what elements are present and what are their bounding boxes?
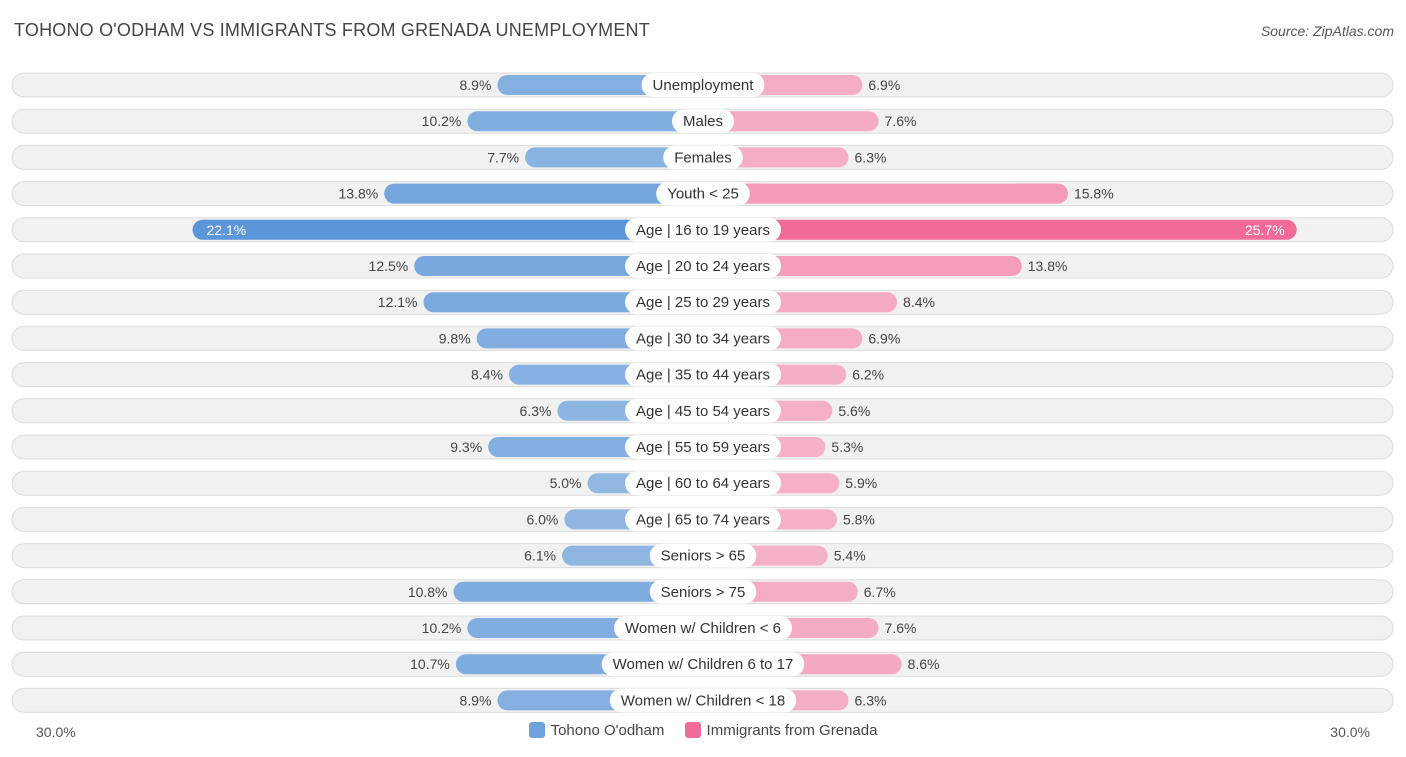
- value-label-right: 6.9%: [868, 77, 900, 93]
- category-label: Women w/ Children 6 to 17: [613, 656, 794, 673]
- category-label-background: [649, 579, 757, 604]
- legend-swatch-right: [684, 722, 701, 738]
- category-label: Age | 60 to 64 years: [636, 475, 770, 492]
- legend-label-left: Tohono O'odham: [550, 722, 665, 739]
- source-note: Source: ZipAtlas.com: [1260, 23, 1394, 39]
- value-label-left: 5.0%: [550, 475, 582, 491]
- value-label-left: 6.1%: [524, 548, 556, 564]
- category-label-background: [625, 507, 781, 532]
- category-label: Age | 25 to 29 years: [636, 294, 770, 311]
- value-label-left: 12.5%: [369, 258, 409, 274]
- legend-label-right: Immigrants from Grenada: [706, 722, 878, 739]
- category-label: Age | 45 to 54 years: [636, 403, 770, 420]
- category-label-background: [656, 181, 750, 206]
- bar-tohono-oodham: [384, 183, 703, 204]
- category-label-background: [625, 435, 781, 459]
- category-label-background: [625, 217, 781, 242]
- category-label-background: [625, 254, 781, 278]
- bar-tohono-oodham: [453, 581, 703, 602]
- category-label-background: [649, 543, 757, 568]
- value-label-left: 10.2%: [422, 620, 462, 636]
- value-label-right: 7.6%: [885, 113, 917, 129]
- value-label-right: 7.6%: [885, 620, 917, 636]
- category-label: Age | 35 to 44 years: [636, 367, 770, 384]
- value-label-right: 6.3%: [855, 692, 887, 708]
- value-label-left: 7.7%: [487, 149, 519, 165]
- value-label-right: 6.7%: [864, 584, 896, 600]
- value-label-right: 8.4%: [903, 294, 935, 310]
- value-label-right: 5.6%: [838, 403, 870, 419]
- axis-label-right: 30.0%: [1330, 724, 1370, 740]
- legend-swatch-left: [528, 722, 545, 738]
- value-label-left: 6.3%: [520, 403, 552, 419]
- value-label-left: 8.9%: [459, 692, 491, 708]
- chart-title: TOHONO O'ODHAM VS IMMIGRANTS FROM GRENAD…: [14, 20, 650, 40]
- value-label-left: 6.0%: [526, 511, 558, 527]
- value-label-left: 8.4%: [471, 367, 503, 383]
- category-label: Age | 65 to 74 years: [636, 511, 770, 528]
- category-label: Age | 16 to 19 years: [636, 222, 770, 239]
- bar-tohono-oodham: [467, 111, 703, 132]
- category-label-background: [625, 471, 781, 496]
- value-label-right: 6.9%: [868, 330, 900, 346]
- bar-immigrants-grenada: [703, 183, 1068, 204]
- category-label-background: [601, 652, 805, 677]
- value-label-left: 9.3%: [450, 439, 482, 455]
- value-label-right: 15.8%: [1074, 186, 1114, 202]
- category-label-background: [671, 109, 735, 134]
- category-label-background: [641, 73, 765, 97]
- category-label: Women w/ Children < 18: [621, 692, 785, 709]
- value-label-left: 10.8%: [408, 584, 448, 600]
- value-label-right: 6.2%: [852, 367, 884, 383]
- category-label: Youth < 25: [667, 186, 739, 203]
- value-label-right: 25.7%: [1245, 222, 1285, 238]
- category-label: Age | 20 to 24 years: [636, 258, 770, 275]
- value-label-left: 9.8%: [439, 330, 471, 346]
- category-label-background: [625, 362, 781, 387]
- value-label-right: 13.8%: [1028, 258, 1068, 274]
- legend-item-right: Immigrants from Grenada: [684, 722, 878, 739]
- category-label: Age | 30 to 34 years: [636, 330, 770, 347]
- category-label-background: [609, 688, 797, 713]
- category-label-background: [625, 290, 781, 315]
- axis-label-left: 30.0%: [36, 724, 76, 740]
- category-label: Age | 55 to 59 years: [636, 439, 770, 456]
- category-label-background: [625, 398, 781, 423]
- category-label-background: [613, 616, 793, 640]
- value-label-left: 10.7%: [410, 656, 450, 672]
- bar-immigrants-grenada: [703, 256, 1022, 276]
- category-label: Seniors > 75: [661, 584, 746, 601]
- legend: Tohono O'odham Immigrants from Grenada: [0, 722, 1406, 739]
- category-label-background: [663, 145, 743, 170]
- category-label: Females: [674, 149, 732, 166]
- value-label-left: 13.8%: [339, 186, 379, 202]
- legend-item-left: Tohono O'odham: [528, 722, 665, 739]
- value-label-left: 8.9%: [459, 77, 491, 93]
- value-label-left: 10.2%: [422, 113, 462, 129]
- value-label-left: 12.1%: [378, 294, 418, 310]
- category-label: Seniors > 65: [661, 548, 746, 565]
- category-label: Women w/ Children < 6: [625, 620, 781, 637]
- category-label-background: [625, 326, 781, 351]
- value-label-right: 5.4%: [834, 548, 866, 564]
- category-label: Unemployment: [653, 77, 755, 94]
- value-label-right: 5.9%: [845, 475, 877, 491]
- bar-tohono-oodham: [525, 147, 703, 168]
- value-label-left: 22.1%: [206, 222, 246, 238]
- bar-immigrants-grenada: [703, 219, 1297, 240]
- value-label-right: 5.3%: [831, 439, 863, 455]
- bar-tohono-oodham: [192, 219, 704, 240]
- value-label-right: 6.3%: [855, 149, 887, 165]
- bar-immigrants-grenada: [703, 111, 879, 132]
- value-label-right: 8.6%: [908, 656, 940, 672]
- category-label: Males: [683, 113, 723, 130]
- value-label-right: 5.8%: [843, 511, 875, 527]
